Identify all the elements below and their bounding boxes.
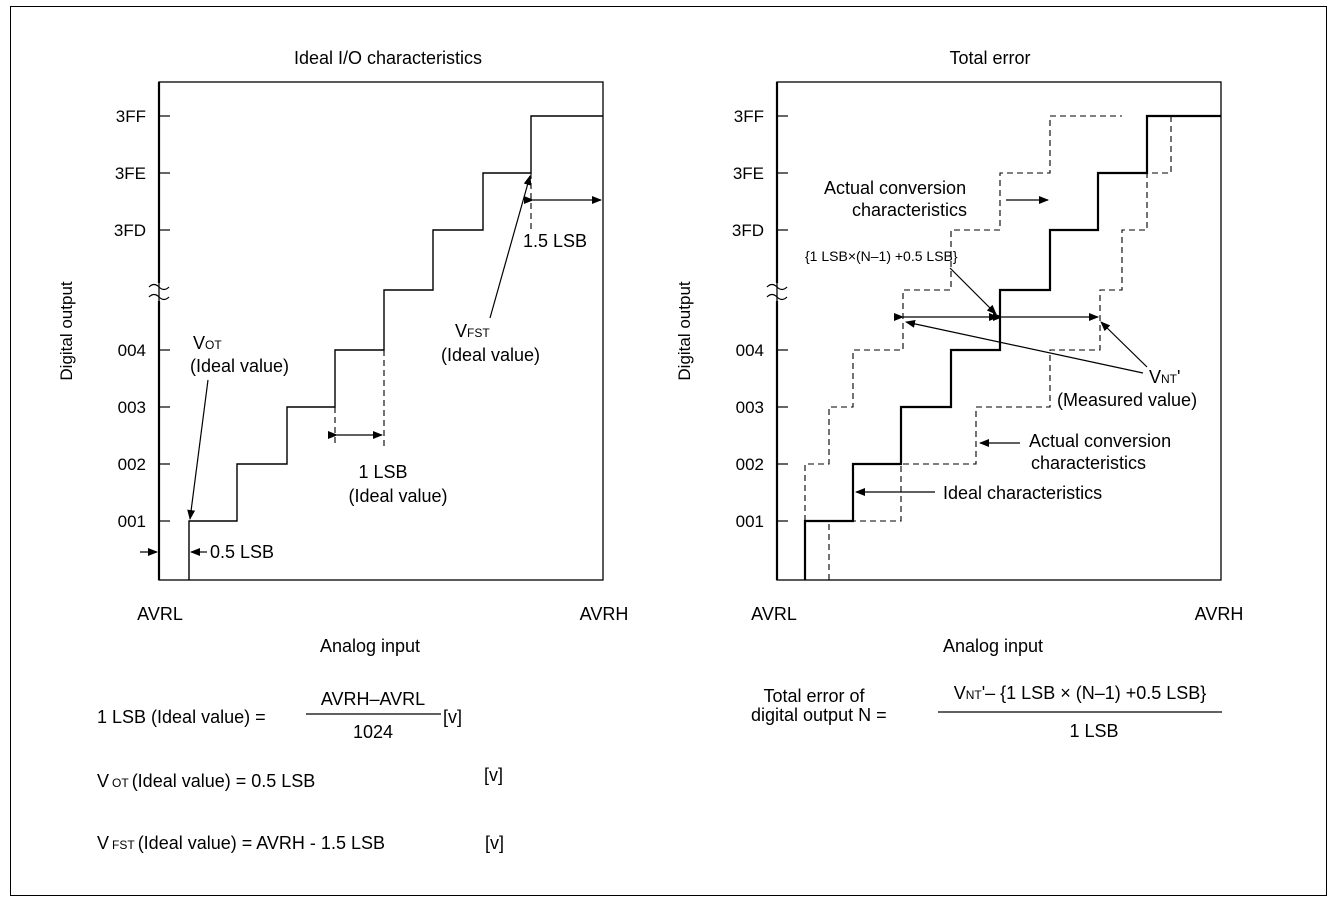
left-xlabel: Analog input [320,636,420,656]
left-tick-002: 002 [118,455,146,474]
right-tick-001: 001 [736,512,764,531]
formula-lsb-numerator: AVRH–AVRL [321,689,425,709]
right-tick-3fe: 3FE [733,164,764,183]
left-diagram: Ideal I/O characteristics 3FF 3FE 3FD 00… [57,48,628,656]
formula-vot: V OT (Ideal value) = 0.5 LSB [97,771,315,791]
left-tick-3fe: 3FE [115,164,146,183]
right-x-min-label: AVRL [751,604,797,624]
left-vot-label: VOT [193,333,222,353]
left-title: Ideal I/O characteristics [294,48,482,68]
left-tick-004: 004 [118,341,146,360]
left-vfst-label: VFST [455,321,490,341]
left-x-max-label: AVRH [580,604,629,624]
right-tick-3ff: 3FF [734,107,764,126]
left-vot-note: (Ideal value) [190,356,289,376]
right-tick-004: 004 [736,341,764,360]
left-ideal-staircase [188,115,603,580]
right-actual-bottom-1: Actual conversion [1029,431,1171,451]
formula-lsb-unit: [v] [443,707,462,727]
left-tick-003: 003 [118,398,146,417]
right-vnt-note: (Measured value) [1057,390,1197,410]
left-1lsb-label: 1 LSB [358,462,407,482]
right-ideal-staircase [803,114,1221,580]
right-tick-3fd: 3FD [732,221,764,240]
left-tick-3fd: 3FD [114,221,146,240]
formula-total-numerator: VNT'– {1 LSB × (N–1) +0.5 LSB} [954,683,1207,703]
formula-vot-unit: [v] [484,765,503,785]
formula-vfst-unit: [v] [485,833,504,853]
right-ylabel: Digital output [675,281,694,381]
left-x-min-label: AVRL [137,604,183,624]
right-ideal-label: Ideal characteristics [943,483,1102,503]
formula-lsb-lhs: 1 LSB (Ideal value) = [97,707,266,727]
right-tick-002: 002 [736,455,764,474]
left-vfst-note: (Ideal value) [441,345,540,365]
left-y-ticks [159,115,170,522]
left-15lsb-label: 1.5 LSB [523,231,587,251]
formula-lsb-denominator: 1024 [353,722,393,742]
left-axis-break-icon [148,283,170,301]
right-actual-top-1: Actual conversion [824,178,966,198]
right-vnt-arrow-left [905,319,1144,374]
left-vot-arrow [187,379,209,520]
left-1lsb-note: (Ideal value) [348,486,447,506]
right-axis-break-icon [766,283,788,301]
right-vnt-label: VNT' [1149,367,1180,387]
right-actual-lower-staircase [828,116,1172,580]
formulas: 1 LSB (Ideal value) = AVRH–AVRL 1024 [v]… [97,683,1222,853]
right-xlabel: Analog input [943,636,1043,656]
right-vnt-arrow-right [1100,321,1148,368]
right-bracket-arrow [949,267,997,315]
left-tick-001: 001 [118,512,146,531]
figure-frame [10,6,1327,896]
formula-total-lhs-2: digital output N = [751,705,887,725]
left-05lsb-label: 0.5 LSB [210,542,274,562]
right-actual-bottom-2: characteristics [1031,453,1146,473]
left-ylabel: Digital output [57,281,76,381]
right-y-ticks [777,115,788,522]
right-title: Total error [949,48,1030,68]
right-diagram: Total error 3FF 3FE 3FD 004 003 002 001 … [675,48,1243,656]
right-bracket-expr: {1 LSB×(N–1) +0.5 LSB} [805,248,958,264]
left-tick-3ff: 3FF [116,107,146,126]
right-tick-003: 003 [736,398,764,417]
formula-vfst: V FST (Ideal value) = AVRH - 1.5 LSB [97,833,385,853]
left-vfst-arrow [489,175,532,319]
formula-total-denominator: 1 LSB [1069,721,1118,741]
right-actual-upper-staircase [804,115,1122,521]
formula-total-lhs-1: Total error of [763,686,865,706]
right-actual-top-2: characteristics [852,200,967,220]
right-x-max-label: AVRH [1195,604,1244,624]
